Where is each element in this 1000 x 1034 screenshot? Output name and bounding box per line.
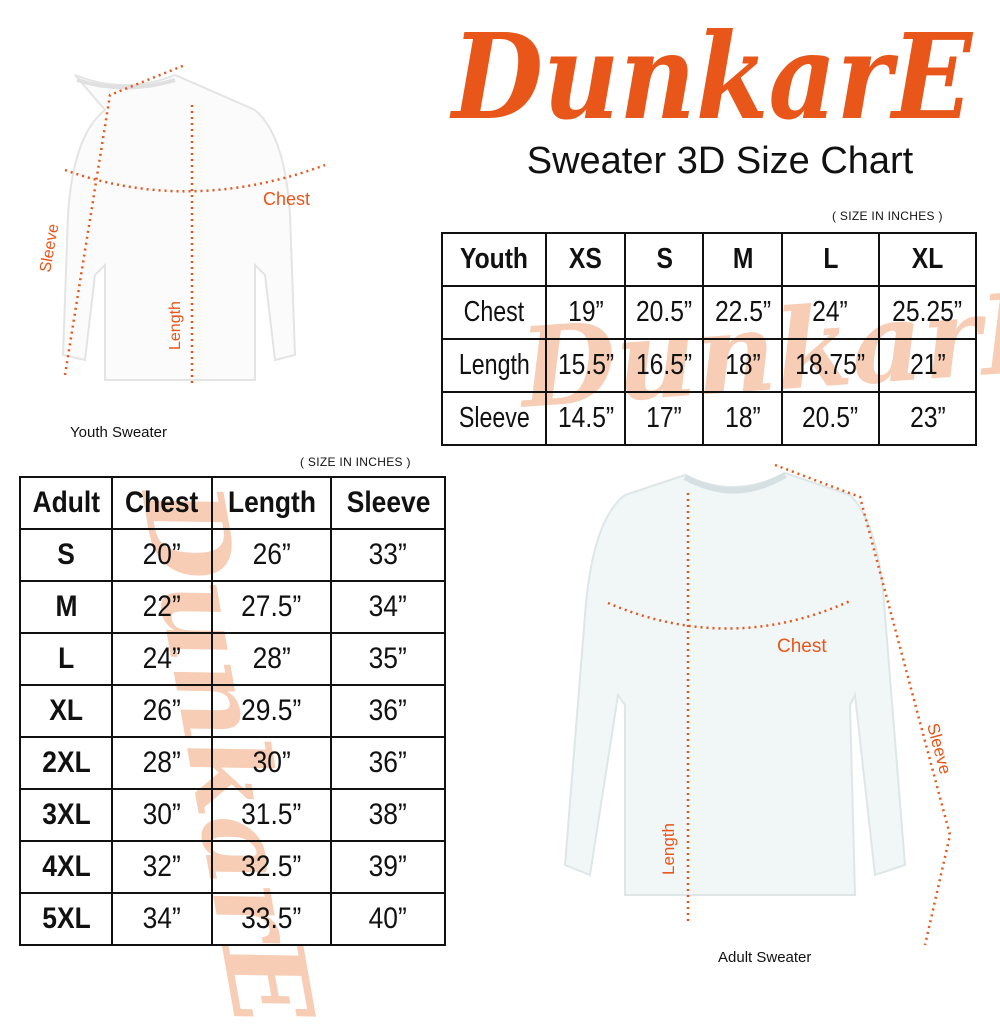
- youth-cell: 17”: [623, 391, 705, 446]
- brand-logo: DunkarE: [449, 10, 973, 146]
- youth-header-cell: XS: [545, 232, 626, 287]
- adult-cell: 20”: [111, 528, 213, 582]
- adult-cell: 40”: [330, 892, 446, 946]
- youth-units-note: ( SIZE IN INCHES ): [832, 209, 943, 223]
- youth-cell: 18”: [702, 391, 783, 446]
- youth-sweater-shape: [61, 73, 297, 381]
- adult-cell: 29.5”: [210, 684, 333, 738]
- adult-row: XL 26” 29.5” 36”: [18, 684, 446, 738]
- adult-cell: 34”: [330, 580, 446, 634]
- youth-sleeve-arrow: [63, 63, 186, 376]
- adult-cell: 32”: [111, 840, 213, 894]
- youth-size-table: Youth XS S M L XL Chest 19” 20.5” 22.5” …: [440, 232, 978, 446]
- adult-header-cell: Length: [210, 476, 333, 530]
- adult-sleeve-arrow: [774, 463, 952, 946]
- adult-sleeve-label: Sleeve: [923, 721, 955, 776]
- adult-row-label: 4XL: [18, 840, 114, 894]
- brand-logo-text: DunkarE: [449, 10, 973, 146]
- youth-caption: Youth Sweater: [70, 424, 168, 441]
- adult-row-label: M: [18, 580, 114, 634]
- youth-cell: 24”: [780, 285, 880, 340]
- adult-cell: 33”: [330, 528, 446, 582]
- youth-header-cell: M: [702, 232, 783, 287]
- adult-cell: 27.5”: [210, 580, 333, 634]
- youth-cell: 18”: [702, 338, 783, 393]
- adult-row-label: 5XL: [18, 892, 114, 946]
- youth-row-label: Chest: [440, 285, 548, 340]
- youth-row-label: Sleeve: [440, 391, 548, 446]
- adult-cell: 39”: [330, 840, 446, 894]
- adult-length-label: Length: [659, 823, 678, 875]
- adult-caption: Adult Sweater: [718, 949, 812, 966]
- youth-header-cell: Youth: [440, 232, 548, 287]
- youth-length-label: Length: [167, 301, 184, 350]
- adult-row-label: 2XL: [18, 736, 114, 790]
- adult-size-table: Adult Chest Length Sleeve S 20” 26” 33” M 22”…: [18, 476, 446, 946]
- adult-row-label: S: [18, 528, 114, 582]
- youth-cell: 22.5”: [702, 285, 783, 340]
- youth-chest-arrow: [64, 163, 326, 193]
- youth-chest-label: Chest: [263, 189, 310, 209]
- adult-row: S 20” 26” 33”: [18, 528, 446, 582]
- youth-sweater-diagram: Chest Length Sleeve: [37, 63, 326, 385]
- youth-header-row: Youth XS S M L XL: [440, 232, 978, 287]
- adult-units-note: ( SIZE IN INCHES ): [300, 455, 411, 469]
- youth-cell: 14.5”: [545, 391, 626, 446]
- adult-row: M 22” 27.5” 34”: [18, 580, 446, 634]
- youth-header-cell: S: [623, 232, 705, 287]
- youth-cell: 18.75”: [780, 338, 880, 393]
- adult-header-row: Adult Chest Length Sleeve: [18, 476, 446, 530]
- youth-header-cell: XL: [877, 232, 978, 287]
- youth-cell: 20.5”: [623, 285, 705, 340]
- youth-cell: 20.5”: [780, 391, 880, 446]
- adult-row: L 24” 28” 35”: [18, 632, 446, 686]
- adult-header-cell: Chest: [111, 476, 213, 530]
- adult-cell: 31.5”: [210, 788, 333, 842]
- youth-row-chest: Chest 19” 20.5” 22.5” 24” 25.25”: [440, 285, 978, 340]
- adult-row-label: 3XL: [18, 788, 114, 842]
- adult-cell: 26”: [111, 684, 213, 738]
- youth-cell: 23”: [877, 391, 978, 446]
- youth-header-cell: L: [780, 232, 880, 287]
- adult-row: 2XL 28” 30” 36”: [18, 736, 446, 790]
- adult-cell: 22”: [111, 580, 213, 634]
- adult-cell: 30”: [111, 788, 213, 842]
- page-title: Sweater 3D Size Chart: [526, 140, 914, 182]
- adult-cell: 32.5”: [210, 840, 333, 894]
- adult-cell: 30”: [210, 736, 333, 790]
- youth-row-sleeve: Sleeve 14.5” 17” 18” 20.5” 23”: [440, 391, 978, 446]
- adult-chest-label: Chest: [777, 636, 827, 657]
- adult-sweater-diagram: Chest Length Sleeve: [563, 463, 955, 946]
- adult-cell: 28”: [210, 632, 333, 686]
- adult-cell: 36”: [330, 684, 446, 738]
- youth-cell: 19”: [545, 285, 626, 340]
- adult-cell: 34”: [111, 892, 213, 946]
- youth-cell: 21”: [877, 338, 978, 393]
- adult-cell: 38”: [330, 788, 446, 842]
- youth-cell: 16.5”: [623, 338, 705, 393]
- youth-cell: 25.25”: [877, 285, 978, 340]
- adult-cell: 26”: [210, 528, 333, 582]
- adult-row-label: XL: [18, 684, 114, 738]
- adult-cell: 24”: [111, 632, 213, 686]
- adult-row: 4XL 32” 32.5” 39”: [18, 840, 446, 894]
- adult-sweater-shape: [563, 471, 907, 896]
- adult-chest-arrow: [607, 599, 851, 630]
- youth-row-label: Length: [440, 338, 548, 393]
- adult-cell: 33.5”: [210, 892, 333, 946]
- adult-cell: 35”: [330, 632, 446, 686]
- youth-cell: 15.5”: [545, 338, 626, 393]
- adult-cell: 36”: [330, 736, 446, 790]
- adult-row-label: L: [18, 632, 114, 686]
- youth-sleeve-label: Sleeve: [37, 222, 62, 273]
- adult-header-cell: Sleeve: [330, 476, 446, 530]
- adult-header-cell: Adult: [18, 476, 114, 530]
- adult-row: 5XL 34” 33.5” 40”: [18, 892, 446, 946]
- adult-cell: 28”: [111, 736, 213, 790]
- adult-row: 3XL 30” 31.5” 38”: [18, 788, 446, 842]
- youth-row-length: Length 15.5” 16.5” 18” 18.75” 21”: [440, 338, 978, 393]
